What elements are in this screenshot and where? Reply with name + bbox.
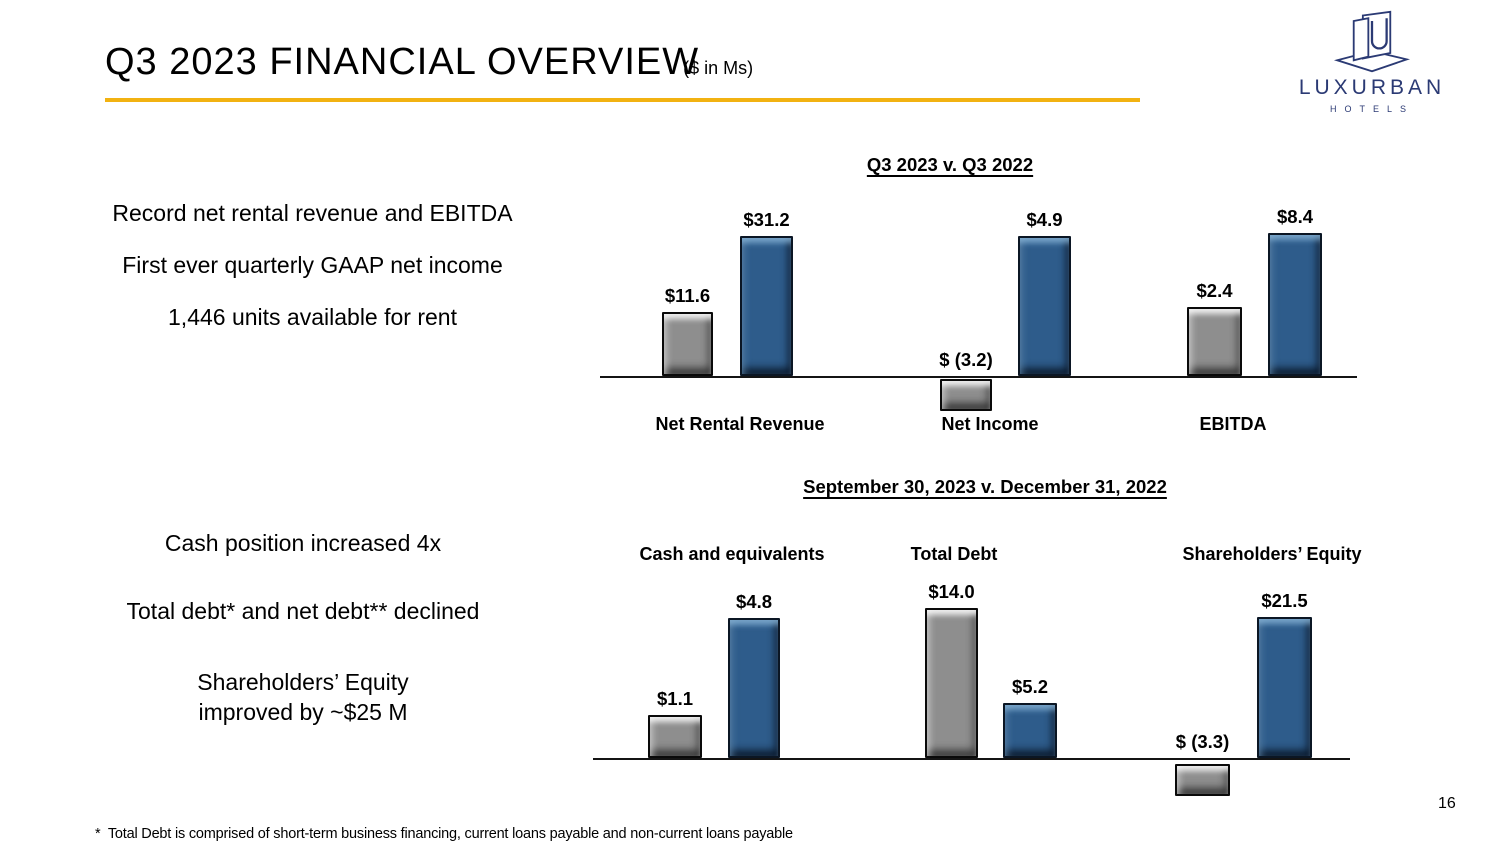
bar-blue — [1018, 236, 1071, 376]
bar-blue — [728, 618, 780, 758]
highlight-cash-position: Cash position increased 4x — [164, 530, 442, 556]
bar-blue — [1268, 233, 1322, 376]
footnote-total-debt: * Total Debt is comprised of short-term … — [95, 826, 793, 842]
logo-wordmark: LUXURBAN — [1298, 76, 1446, 99]
luxurban-logo-icon — [1333, 10, 1411, 73]
bar-blue — [1003, 703, 1057, 758]
bar-value-label: $31.2 — [743, 209, 790, 230]
highlight-gaap-net-income: First ever quarterly GAAP net income — [122, 252, 503, 278]
bar-value-label: $4.9 — [1026, 209, 1063, 230]
bar-value-label: $4.8 — [735, 591, 773, 612]
units-note: ($ in Ms) — [683, 58, 754, 78]
page-number: 16 — [1438, 795, 1456, 812]
highlight-units-available: 1,446 units available for rent — [168, 304, 457, 330]
bar-gray — [662, 312, 713, 376]
axis-line — [593, 758, 1350, 760]
category-label: EBITDA — [1199, 414, 1267, 434]
highlight-debt-declined: Total debt* and net debt** declined — [126, 598, 480, 624]
bar-value-label: $ (3.2) — [939, 349, 993, 370]
highlight-shareholders-equity: Shareholders’ Equity improved by ~$25 M — [197, 669, 409, 725]
logo-hotels-label: HOTELS — [1329, 104, 1414, 114]
title-underline — [105, 98, 1140, 102]
highlights-top: Record net rental revenue and EBITDA Fir… — [80, 202, 545, 329]
footnotes: * Total Debt is comprised of short-term … — [95, 787, 793, 844]
category-label: Net Rental Revenue — [655, 414, 825, 434]
bar-value-label: $11.6 — [664, 285, 711, 306]
bar-value-label: $5.2 — [1011, 676, 1049, 697]
page-title: Q3 2023 FINANCIAL OVERVIEW — [105, 41, 700, 83]
bar-gray — [925, 608, 978, 758]
bar-gray — [940, 379, 992, 411]
chart-title: September 30, 2023 v. December 31, 2022 — [803, 476, 1167, 497]
chart-title: Q3 2023 v. Q3 2022 — [866, 154, 1034, 175]
bar-value-label: $8.4 — [1276, 206, 1314, 227]
category-label: Net Income — [941, 414, 1039, 434]
bar-blue — [740, 236, 793, 376]
bar-value-label: $1.1 — [656, 688, 694, 709]
slide-header: Q3 2023 FINANCIAL OVERVIEW ($ in Ms) — [105, 41, 754, 84]
bar-value-label: $14.0 — [928, 581, 975, 602]
bar-blue — [1257, 617, 1312, 758]
category-label: Cash and equivalents — [639, 544, 825, 564]
category-label: Shareholders’ Equity — [1182, 544, 1362, 564]
bar-value-label: $21.5 — [1261, 590, 1308, 611]
category-label: Total Debt — [910, 544, 998, 564]
highlights-bottom: Cash position increased 4x Total debt* a… — [80, 531, 526, 727]
axis-line — [600, 376, 1357, 378]
bar-gray — [1175, 764, 1230, 796]
company-logo: LUXURBAN HOTELS — [1286, 10, 1458, 114]
bar-value-label: $2.4 — [1196, 280, 1233, 301]
bar-gray — [648, 715, 702, 758]
bar-gray — [1187, 307, 1242, 376]
bar-value-label: $ (3.3) — [1175, 731, 1230, 752]
highlight-record-revenue: Record net rental revenue and EBITDA — [112, 200, 513, 226]
